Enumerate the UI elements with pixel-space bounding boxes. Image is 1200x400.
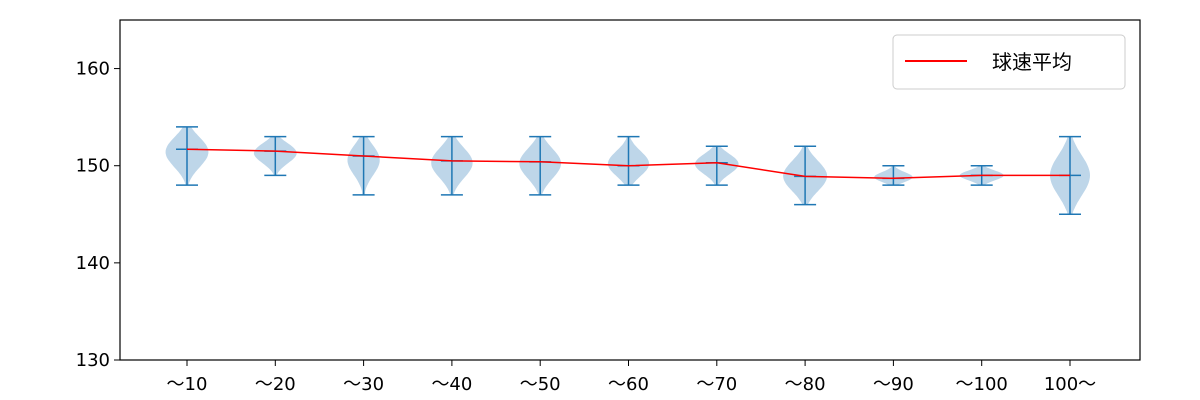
axes-layer: 130 140 150 160 〜10 〜20 〜30 〜40 〜50 〜60 〜70 〜80 〜90 〜… bbox=[76, 19, 1141, 395]
x-tick-label: 〜100 bbox=[956, 374, 1008, 395]
x-tick-label: 〜60 bbox=[608, 374, 649, 395]
legend: 球速平均 bbox=[892, 34, 1126, 90]
y-tick-label: 150 bbox=[76, 156, 110, 177]
x-tick-label: 〜20 bbox=[255, 374, 296, 395]
x-tick-label: 〜10 bbox=[167, 374, 208, 395]
x-tick-label: 100〜 bbox=[1044, 374, 1096, 395]
mean-speed-line bbox=[186, 148, 1070, 180]
mean-line-layer bbox=[186, 148, 1070, 180]
legend-label-mean-speed: 球速平均 bbox=[992, 50, 1072, 74]
x-tick-label: 〜80 bbox=[785, 374, 826, 395]
y-tick-label: 160 bbox=[76, 59, 110, 80]
plot-frame bbox=[119, 19, 1141, 361]
violin-whiskers-layer bbox=[176, 126, 1081, 216]
x-tick-label: 〜40 bbox=[431, 374, 472, 395]
x-tick-label: 〜70 bbox=[696, 374, 737, 395]
legend-box bbox=[892, 34, 1126, 90]
y-tick-label: 140 bbox=[76, 253, 110, 274]
x-tick-label: 〜50 bbox=[520, 374, 561, 395]
y-tick-label: 130 bbox=[76, 350, 110, 371]
x-tick-label: 〜30 bbox=[343, 374, 384, 395]
x-tick-label: 〜90 bbox=[873, 374, 914, 395]
